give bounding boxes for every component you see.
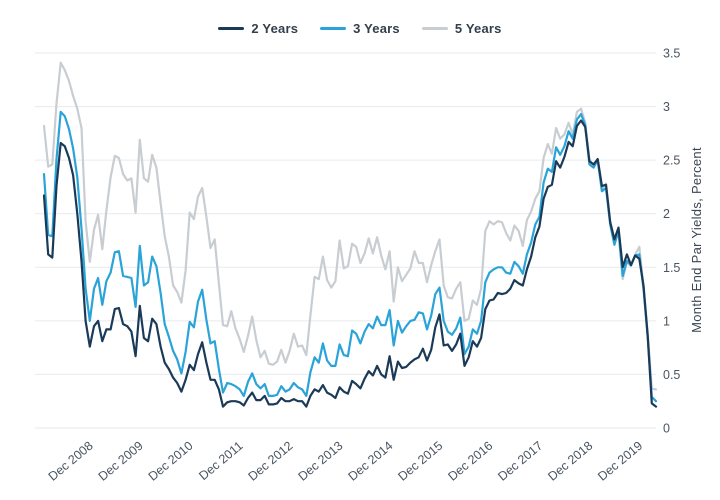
x-tick-label: Dec 2015 <box>395 439 445 484</box>
legend-item-2-years[interactable]: 2 Years <box>218 21 298 36</box>
y-tick-label: 3 <box>663 100 670 114</box>
series-line-5-years <box>42 61 658 391</box>
legend-item-3-years[interactable]: 3 Years <box>320 21 400 36</box>
x-tick-label: Dec 2014 <box>346 439 396 484</box>
y-tick-label: 1 <box>663 314 670 328</box>
x-tick-label: Dec 2018 <box>545 439 595 484</box>
x-tick-label: Dec 2019 <box>595 439 645 484</box>
y-tick-label: 1.5 <box>663 261 680 275</box>
y-axis-tick-labels: 0 0.5 1 1.5 2 2.5 3 3.5 <box>663 47 680 436</box>
legend-label-3-years: 3 Years <box>353 20 400 36</box>
x-axis-tick-labels: Dec 2008 Dec 2009 Dec 2010 Dec 2011 Dec 2012… <box>46 439 646 484</box>
legend-label-5-years: 5 Years <box>454 20 502 36</box>
gridlines <box>35 52 656 429</box>
chart-legend: 2 Years 3 Years 5 Years <box>0 18 720 38</box>
legend-label-2-years: 2 Years <box>251 20 299 36</box>
5-years-line-swatch-icon <box>421 26 448 30</box>
2-years-line-swatch-icon <box>218 26 245 30</box>
y-tick-label: 0.5 <box>663 368 680 382</box>
x-tick-label: Dec 2017 <box>495 439 545 484</box>
x-tick-label: Dec 2008 <box>46 439 96 484</box>
x-tick-label: Dec 2009 <box>96 439 146 484</box>
y-tick-label: 2.5 <box>663 154 680 168</box>
x-tick-label: Dec 2010 <box>146 439 196 484</box>
x-tick-label: Dec 2011 <box>196 439 245 484</box>
y-axis-title: Month End Par Yields, Percent <box>689 147 704 333</box>
3-years-line-swatch-icon <box>320 26 347 30</box>
x-tick-label: Dec 2012 <box>246 439 296 484</box>
x-tick-label: Dec 2016 <box>445 439 495 484</box>
series-line-2-years <box>42 119 658 408</box>
y-tick-label: 3.5 <box>663 47 680 61</box>
y-tick-label: 2 <box>663 207 670 221</box>
x-tick-label: Dec 2013 <box>296 439 346 484</box>
series-line-3-years <box>42 110 658 403</box>
y-tick-label: 0 <box>663 422 670 436</box>
legend-item-5-years[interactable]: 5 Years <box>421 20 502 36</box>
